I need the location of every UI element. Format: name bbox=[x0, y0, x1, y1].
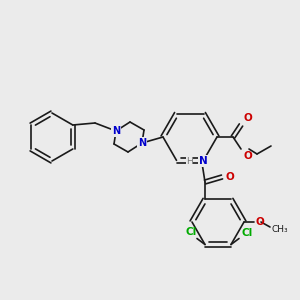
Text: N: N bbox=[199, 156, 208, 166]
Text: O: O bbox=[243, 151, 252, 161]
Text: O: O bbox=[226, 172, 235, 182]
Text: H: H bbox=[186, 157, 193, 166]
Text: O: O bbox=[243, 113, 252, 123]
Text: Cl: Cl bbox=[186, 226, 197, 236]
Text: CH₃: CH₃ bbox=[272, 224, 289, 233]
Text: N: N bbox=[112, 126, 120, 136]
Text: Cl: Cl bbox=[241, 227, 252, 238]
Text: N: N bbox=[138, 138, 146, 148]
Text: O: O bbox=[255, 217, 264, 227]
